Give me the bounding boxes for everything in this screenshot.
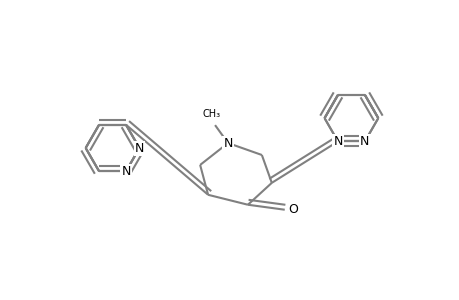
Text: N: N <box>359 135 369 148</box>
Text: N: N <box>121 165 130 178</box>
Text: N: N <box>223 136 232 149</box>
Text: N: N <box>333 135 342 148</box>
Text: O: O <box>287 203 297 216</box>
Text: CH₃: CH₃ <box>202 109 220 119</box>
Text: N: N <box>134 142 144 154</box>
